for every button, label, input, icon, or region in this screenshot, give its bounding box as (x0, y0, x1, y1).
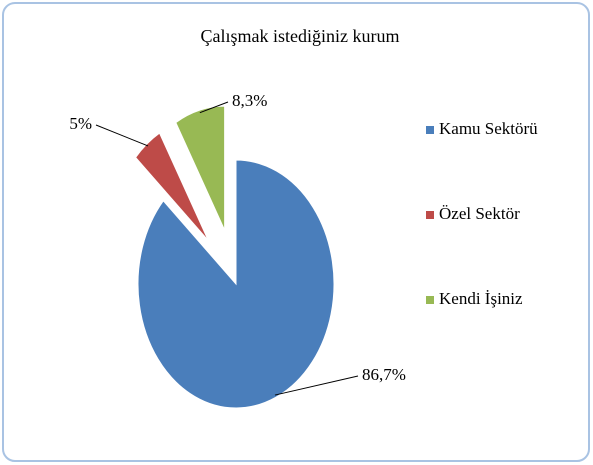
leader-line (199, 101, 229, 114)
data-label: 5% (69, 114, 92, 133)
legend-label: Özel Sektör (439, 204, 520, 223)
legend-label: Kendi İşiniz (439, 289, 523, 308)
chart-title: Çalışmak istediğiniz kurum (201, 26, 400, 46)
pie-slice (137, 159, 335, 409)
data-label: 86,7% (362, 365, 406, 384)
legend-swatch (426, 296, 434, 304)
pie-slice (175, 105, 226, 231)
legend-label: Kamu Sektörü (439, 119, 538, 138)
leader-line (274, 375, 359, 396)
pie-slice (134, 132, 209, 241)
data-label: 8,3% (232, 91, 267, 110)
legend-swatch (426, 211, 434, 219)
leader-line (95, 124, 149, 147)
legend-swatch (426, 126, 434, 134)
